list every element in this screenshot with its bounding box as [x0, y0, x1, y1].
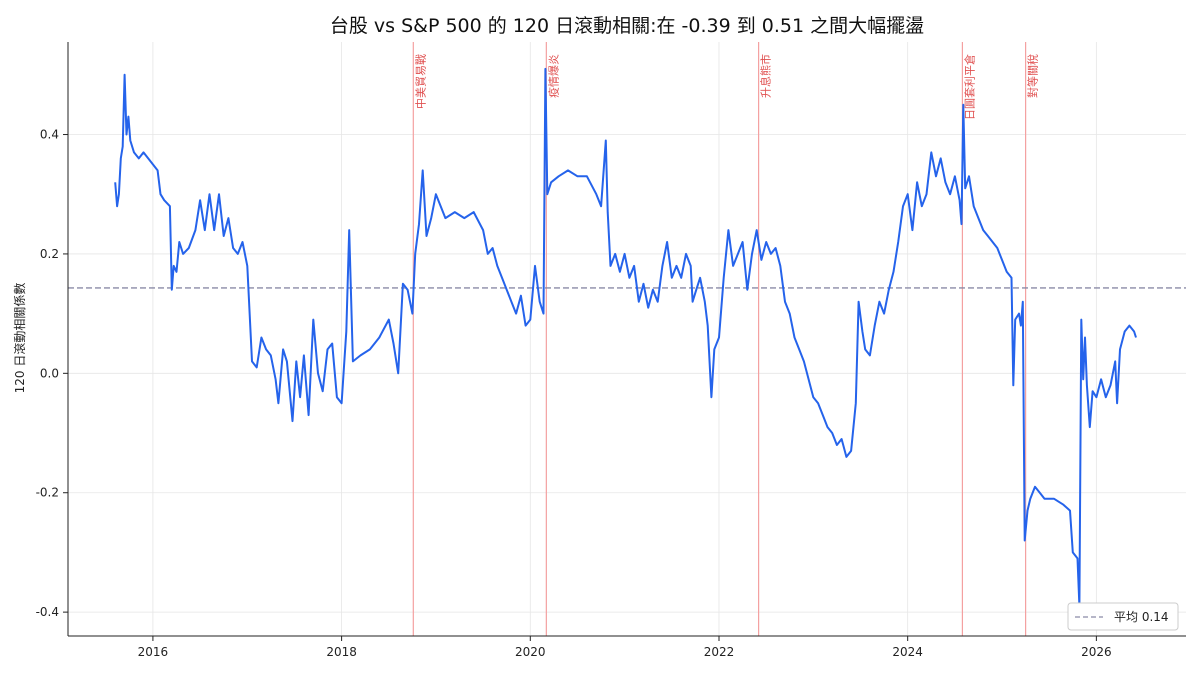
event-label: 升息熊市: [759, 54, 773, 98]
chart-title: 台股 vs S&P 500 的 120 日滾動相關:在 -0.39 到 0.51…: [330, 14, 924, 37]
legend: 平均 0.14: [1067, 602, 1179, 631]
tick-labels: 2016 2018 2020 2022 2024 2026 0.4 0.2 0.0 -0.2 -0.…: [36, 128, 1112, 659]
correlation-series-line: [114, 67, 1137, 608]
y-axis-label: 120 日滾動相關係數: [13, 283, 27, 394]
y-tick-label: 0.4: [40, 128, 59, 142]
grid: [68, 42, 1186, 636]
x-tick-label: 2026: [1081, 645, 1112, 659]
event-label: 中美貿易戰: [414, 54, 427, 109]
legend-box: [1067, 602, 1179, 631]
event-label: 疫情爆炎: [546, 54, 560, 98]
event-label: 對等關稅: [1026, 54, 1040, 98]
axes: [67, 42, 1186, 637]
y-tick-label: -0.4: [36, 605, 59, 619]
x-tick-label: 2018: [326, 645, 357, 659]
event-label: 日圓套利平倉: [962, 54, 976, 120]
y-tick-label: 0.2: [40, 247, 59, 261]
x-tick-label: 2022: [704, 645, 735, 659]
series-group: [114, 67, 1137, 608]
x-tick-label: 2020: [515, 645, 546, 659]
y-tick-label: -0.2: [36, 486, 59, 500]
legend-label: 平均 0.14: [1114, 610, 1169, 624]
event-markers: 中美貿易戰 疫情爆炎 升息熊市 日圓套利平倉 對等關稅: [412, 42, 1040, 636]
x-tick-label: 2016: [138, 645, 169, 659]
y-tick-label: 0.0: [40, 366, 59, 380]
x-tick-label: 2024: [892, 645, 923, 659]
